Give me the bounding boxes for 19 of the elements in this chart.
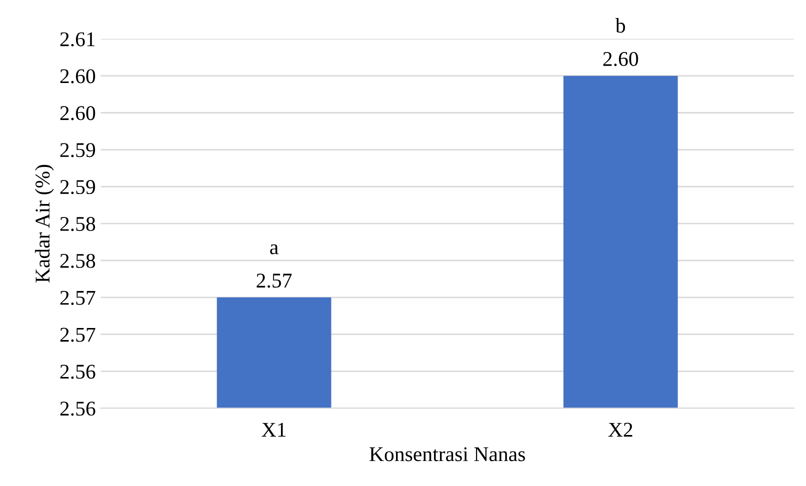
y-tick-label: 2.58 xyxy=(60,216,96,232)
y-tick-label: 2.60 xyxy=(60,69,96,84)
annotation: b xyxy=(615,18,626,33)
y-tick-label: 2.56 xyxy=(60,402,96,416)
annotation: a xyxy=(270,244,278,254)
y-tick-label: 2.57 xyxy=(60,328,96,342)
data-label: 2.60 xyxy=(603,52,638,66)
y-axis-title: Kadar Air (%) xyxy=(34,164,54,283)
y-tick-label: 2.59 xyxy=(60,180,96,194)
y-tick-label: 2.61 xyxy=(60,32,95,46)
y-tick-label: 2.59 xyxy=(60,143,96,158)
y-tick-label: 2.57 xyxy=(60,290,96,305)
y-tick-label: 2.60 xyxy=(60,106,96,120)
x-tick-label: X2 xyxy=(608,422,632,437)
y-tick-label: 2.58 xyxy=(60,254,96,268)
x-axis-title: Konsentrasi Nanas xyxy=(370,447,525,462)
data-label: 2.57 xyxy=(256,274,292,288)
x-tick-label: X1 xyxy=(262,422,286,437)
y-tick-label: 2.56 xyxy=(60,364,96,379)
